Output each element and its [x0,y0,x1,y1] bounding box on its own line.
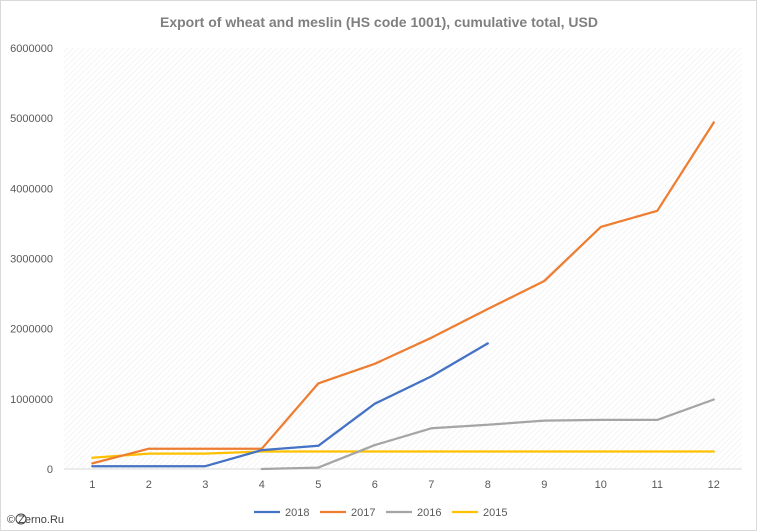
plot-area [64,48,742,469]
x-tick-label: 9 [541,479,547,491]
x-tick-label: 11 [652,479,663,491]
copyright-circle-icon [15,513,27,525]
x-tick-label: 8 [485,479,491,491]
series-line-2016 [260,398,715,471]
chart-title: Export of wheat and meslin (HS code 1001… [160,14,598,30]
y-tick-label: 0 [47,464,53,476]
x-tick-label: 5 [315,479,321,491]
y-tick-label: 6000000 [10,43,53,55]
x-tick-label: 12 [708,479,720,491]
legend-label-2017: 2017 [351,507,375,519]
y-tick-label: 3000000 [10,254,53,266]
x-tick-label: 4 [259,479,265,491]
x-tick-label: 3 [202,479,208,491]
series-line-2018 [91,342,489,468]
legend-label-2016: 2016 [417,507,441,519]
credit-text: © Zerno.Ru [7,514,64,526]
x-tick-label: 2 [146,479,152,491]
x-tick-label: 10 [595,479,607,491]
x-axis-ticks: 1 2 3 4 5 6 7 8 9 10 11 12 [89,479,720,491]
legend-label-2015: 2015 [483,507,507,519]
y-tick-label: 1000000 [10,394,53,406]
x-tick-label: 6 [372,479,378,491]
legend: 2018 2017 2016 2015 [254,507,507,519]
y-axis-ticks: 0 1000000 2000000 3000000 4000000 5000000 6000… [10,43,53,476]
legend-label-2018: 2018 [285,507,309,519]
series-line-2015 [91,450,715,459]
series-layer [91,121,715,471]
credit-mark: © Zerno.Ru [7,513,64,526]
x-tick-label: 7 [428,479,434,491]
y-tick-label: 2000000 [10,324,53,336]
x-tick-label: 1 [89,479,95,491]
y-tick-label: 4000000 [10,183,53,195]
series-line-2017 [91,121,715,465]
y-tick-label: 5000000 [10,113,53,125]
